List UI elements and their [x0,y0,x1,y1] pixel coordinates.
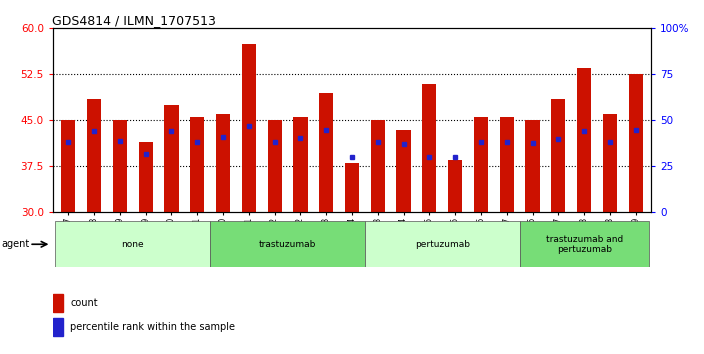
Bar [525,120,540,212]
Bar [61,120,75,212]
Bar [268,120,282,212]
Text: pertuzumab: pertuzumab [415,240,470,249]
Bar [371,120,385,212]
Bar [241,44,256,212]
Bar [294,117,308,212]
Bar [53,295,63,312]
Bar [520,221,648,267]
Text: GDS4814 / ILMN_1707513: GDS4814 / ILMN_1707513 [51,14,215,27]
Bar [577,68,591,212]
Text: count: count [70,298,98,308]
Text: trastuzumab: trastuzumab [259,240,316,249]
Bar [210,221,365,267]
Bar [139,142,153,212]
Bar [164,105,179,212]
Bar [396,130,410,212]
Text: trastuzumab and
pertuzumab: trastuzumab and pertuzumab [546,235,623,254]
Bar [422,84,436,212]
Bar [551,99,565,212]
Bar [56,221,210,267]
Bar [53,318,63,336]
Text: percentile rank within the sample: percentile rank within the sample [70,322,235,332]
Bar [345,163,359,212]
Bar [603,114,617,212]
Text: agent: agent [1,239,30,249]
Bar [448,160,463,212]
Bar [629,74,643,212]
Text: none: none [122,240,144,249]
Bar [474,117,488,212]
Bar [87,99,101,212]
Bar [500,117,514,212]
Bar [365,221,520,267]
Bar [113,120,127,212]
Bar [319,93,333,212]
Bar [190,117,204,212]
Bar [216,114,230,212]
